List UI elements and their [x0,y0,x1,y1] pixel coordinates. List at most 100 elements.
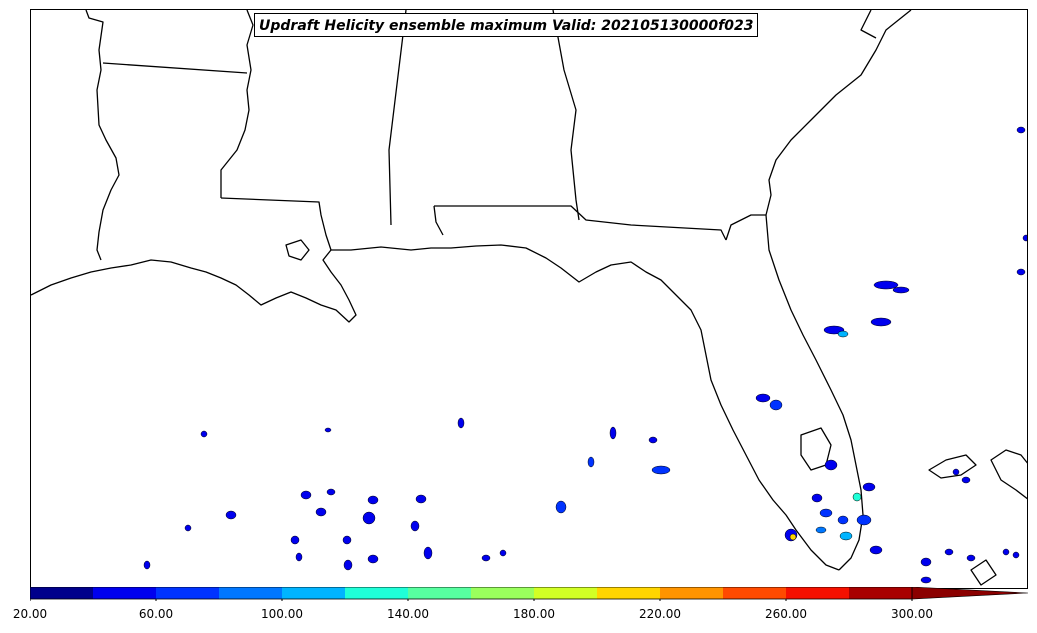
colorbar-tick-label: 100.00 [261,607,303,621]
uh-cell [966,554,976,562]
map-title: Updraft Helicity ensemble maximum Valid:… [254,13,759,37]
uh-cell [410,520,420,532]
uh-cell [367,554,379,564]
uh-cell [415,494,427,504]
state-border-ms-west [220,10,254,198]
uh-cell [499,549,507,557]
uh-cell [869,545,883,555]
uh-cell [200,430,208,438]
uh-cell [811,493,823,503]
island-bahamas [990,449,1027,500]
uh-cell [300,490,312,500]
uh-cell [326,488,336,496]
state-border-al-ga [552,10,580,221]
uh-cell [290,535,300,545]
colorbar-bin [156,587,219,599]
colorbar-tick-label: 260.00 [765,607,807,621]
colorbar-outline [30,587,913,600]
colorbar-bin [597,587,660,599]
uh-cell [457,417,465,429]
uh-cell [920,576,932,584]
uh-cell [873,280,899,290]
state-border-la-ms [85,10,120,261]
map-panel [30,9,1028,589]
uh-cell [862,482,876,492]
uh-cell [839,531,853,541]
colorbar-bin [534,587,597,599]
uh-cell [648,436,658,444]
uh-cell [315,507,327,517]
uh-cell [952,468,960,476]
coastline-atlantic-north [765,10,912,216]
state-border-al-fl [434,205,727,241]
uh-cell [815,526,827,534]
island-1 [285,239,310,261]
colorbar-tick-label: 20.00 [12,607,48,621]
colorbar-bin [849,587,912,599]
colorbar-bin [471,587,534,599]
colorbar-bin [786,587,849,599]
map-canvas [31,10,1027,586]
uh-cell [609,426,617,440]
uh-cell [961,476,971,484]
coastline-florida-east [765,214,864,571]
uh-cell [920,557,932,567]
state-border-al-fl-west [433,205,444,236]
uh-cell [295,552,303,562]
uh-cell [1022,234,1027,242]
uh-cell [837,330,849,338]
colorbar [30,587,1029,601]
state-border-ms-south [220,197,332,251]
colorbar-tick-label: 140.00 [387,607,429,621]
state-border-ms-al [388,10,407,226]
colorbar-bin [282,587,345,599]
colorbar-tick-label: 300.00 [891,607,933,621]
uh-cell [1016,268,1026,276]
uh-cell [837,515,849,525]
coastline-florida-west [331,244,840,571]
uh-cell [423,546,433,560]
uh-cell [225,510,237,520]
colorbar-bin [723,587,786,599]
colorbar-bin [660,587,723,599]
colorbar-bin [93,587,156,599]
colorbar-tick-label: 220.00 [639,607,681,621]
uh-cell [1016,126,1026,134]
colorbar-extension [911,587,1029,600]
state-border-ar-la [102,62,248,74]
uh-cell [819,508,833,518]
uh-cell [755,393,771,403]
uh-cell [892,286,910,294]
uh-cell [856,514,872,526]
helicity-cells [143,126,1027,584]
island-cuba [928,454,977,479]
uh-cell [481,554,491,562]
colorbar-tick-label: 60.00 [138,607,174,621]
uh-cell [824,459,838,471]
uh-cell [1002,548,1010,556]
uh-cell [944,548,954,556]
colorbar-bin [408,587,471,599]
coastline-atlantic-ne [860,10,877,39]
colorbar-bin [345,587,408,599]
uh-cell [324,427,332,433]
uh-cell [184,524,192,532]
uh-cell [342,535,352,545]
uh-cell [870,317,892,327]
uh-cell [555,500,567,514]
uh-cell [367,495,379,505]
uh-cell [143,560,151,570]
uh-cell [769,399,783,411]
uh-cell [343,559,353,571]
island-3 [970,559,997,586]
uh-cell [651,465,671,475]
uh-cell [362,511,376,525]
uh-cell [789,533,797,541]
colorbar-tick-label: 180.00 [513,607,555,621]
colorbar-bin [219,587,282,599]
state-border-ga-fl [725,214,766,241]
uh-cell [1012,551,1020,559]
uh-cell [852,492,862,502]
colorbar-bin [30,587,93,599]
